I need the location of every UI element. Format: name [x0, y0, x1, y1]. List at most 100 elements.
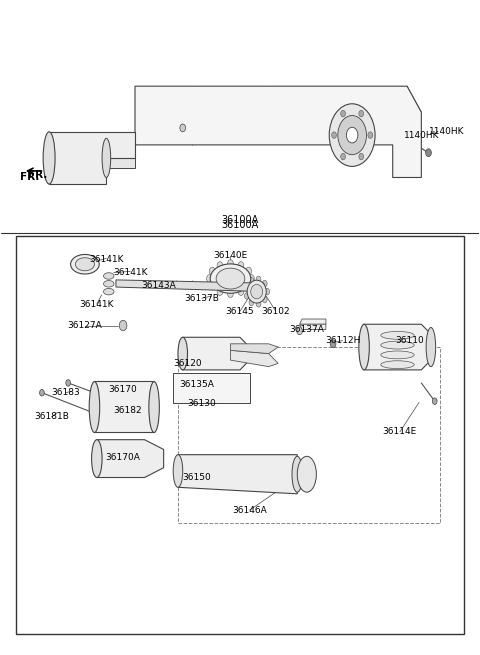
Text: 36130: 36130: [188, 400, 216, 408]
Circle shape: [341, 153, 346, 160]
Text: 36140E: 36140E: [213, 252, 248, 260]
Bar: [16, 236, 464, 634]
Ellipse shape: [173, 455, 183, 487]
Text: FR.: FR.: [28, 170, 47, 180]
Text: 36127A: 36127A: [68, 321, 102, 330]
Bar: [97, 413, 152, 425]
Text: 36145: 36145: [226, 307, 254, 316]
Text: 36170A: 36170A: [106, 453, 141, 462]
Polygon shape: [300, 324, 326, 329]
Ellipse shape: [89, 382, 100, 432]
Circle shape: [332, 132, 336, 138]
Text: 36137A: 36137A: [289, 325, 324, 334]
Circle shape: [338, 115, 366, 155]
Polygon shape: [135, 86, 421, 178]
Circle shape: [265, 288, 270, 295]
Ellipse shape: [43, 132, 55, 184]
Text: 36141K: 36141K: [80, 300, 114, 309]
Circle shape: [297, 327, 302, 335]
Polygon shape: [364, 324, 431, 370]
Polygon shape: [116, 280, 264, 291]
Text: 36182: 36182: [114, 406, 142, 415]
Polygon shape: [49, 132, 135, 184]
Ellipse shape: [75, 257, 95, 271]
Ellipse shape: [359, 324, 369, 370]
Circle shape: [249, 274, 254, 282]
Text: 1140HK: 1140HK: [404, 130, 439, 140]
Text: 36146A: 36146A: [232, 506, 267, 515]
Circle shape: [217, 288, 223, 295]
Circle shape: [263, 296, 267, 303]
Circle shape: [228, 259, 233, 267]
Ellipse shape: [381, 351, 414, 359]
Ellipse shape: [426, 328, 436, 367]
Circle shape: [209, 267, 215, 275]
Text: 36135A: 36135A: [180, 380, 215, 389]
Text: 36181B: 36181B: [34, 413, 69, 421]
Circle shape: [228, 290, 233, 297]
Ellipse shape: [104, 280, 114, 287]
Circle shape: [426, 149, 432, 157]
Text: 36102: 36102: [262, 307, 290, 316]
Circle shape: [66, 380, 71, 386]
Text: 36141K: 36141K: [89, 255, 124, 263]
Bar: [97, 381, 152, 393]
Polygon shape: [230, 350, 278, 367]
Circle shape: [246, 267, 252, 275]
Polygon shape: [300, 319, 326, 324]
Circle shape: [347, 127, 358, 143]
Text: 36114E: 36114E: [383, 427, 417, 436]
Circle shape: [330, 340, 336, 348]
Circle shape: [238, 262, 244, 269]
Ellipse shape: [381, 361, 414, 369]
Circle shape: [209, 282, 215, 290]
Polygon shape: [230, 344, 278, 354]
Ellipse shape: [102, 138, 111, 178]
Bar: [178, 347, 441, 523]
Circle shape: [206, 274, 212, 282]
Circle shape: [246, 282, 252, 290]
Ellipse shape: [71, 254, 99, 274]
Ellipse shape: [210, 264, 251, 293]
Circle shape: [329, 103, 375, 166]
Text: 36143A: 36143A: [142, 280, 176, 290]
Text: 36170: 36170: [108, 385, 137, 394]
Polygon shape: [183, 337, 250, 370]
Circle shape: [256, 276, 261, 283]
Ellipse shape: [104, 272, 114, 279]
Polygon shape: [173, 373, 250, 403]
Ellipse shape: [292, 457, 302, 492]
Circle shape: [217, 262, 223, 269]
Ellipse shape: [381, 331, 414, 339]
Ellipse shape: [92, 440, 102, 477]
Circle shape: [368, 132, 372, 138]
Circle shape: [238, 288, 244, 295]
Circle shape: [119, 320, 127, 331]
Text: 36100A: 36100A: [221, 215, 259, 225]
Polygon shape: [95, 381, 154, 432]
Ellipse shape: [104, 288, 114, 295]
Circle shape: [249, 278, 254, 284]
Ellipse shape: [149, 382, 159, 432]
Ellipse shape: [247, 280, 266, 303]
Circle shape: [432, 398, 437, 404]
Text: FR.: FR.: [20, 172, 40, 183]
Circle shape: [244, 293, 249, 299]
Circle shape: [359, 111, 364, 117]
Circle shape: [180, 124, 186, 132]
Ellipse shape: [381, 341, 414, 349]
Circle shape: [81, 259, 89, 269]
Circle shape: [39, 390, 44, 396]
Bar: [90, 151, 135, 168]
Circle shape: [341, 111, 346, 117]
Polygon shape: [97, 440, 164, 477]
Ellipse shape: [178, 337, 188, 370]
Circle shape: [249, 299, 254, 306]
Text: 1140HK: 1140HK: [429, 127, 464, 136]
Circle shape: [244, 284, 249, 291]
Text: 36112H: 36112H: [325, 336, 360, 345]
Circle shape: [256, 301, 261, 307]
Ellipse shape: [297, 457, 316, 492]
Text: 36150: 36150: [183, 473, 211, 482]
Circle shape: [263, 280, 267, 287]
